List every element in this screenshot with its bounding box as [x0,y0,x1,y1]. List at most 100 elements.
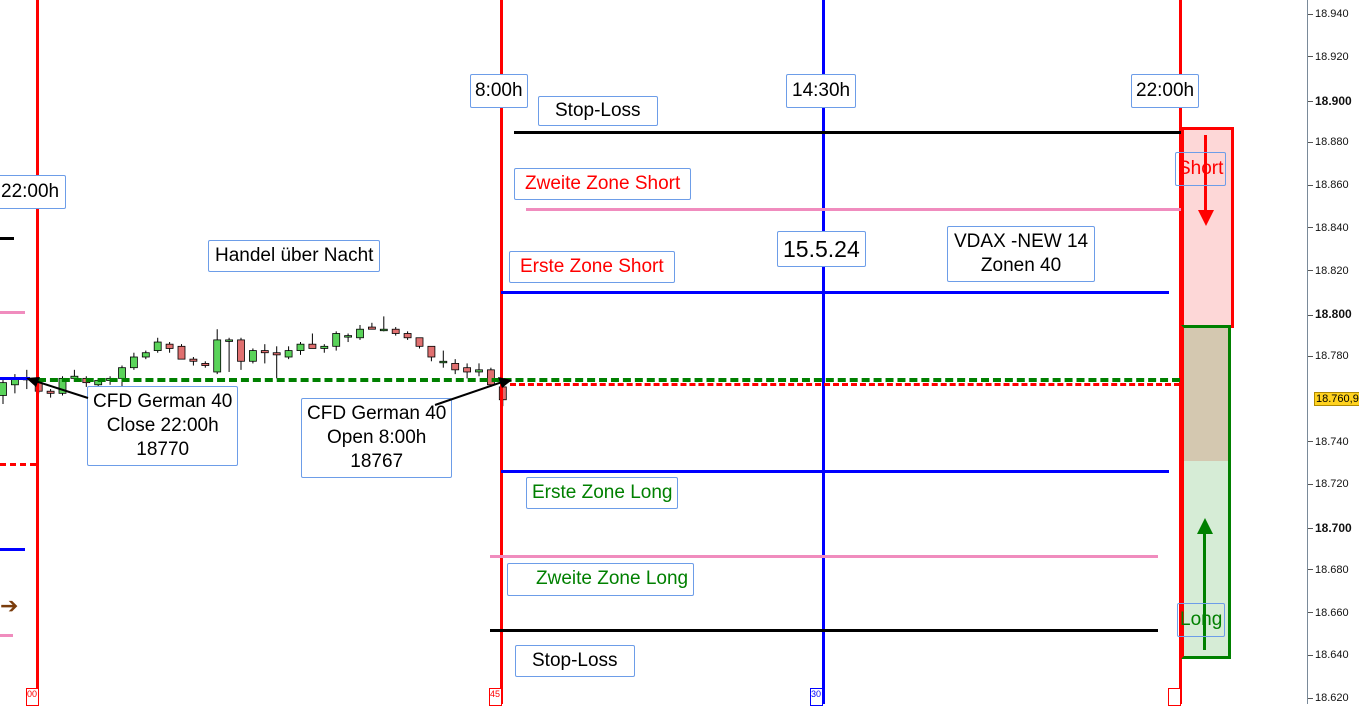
candle-body [344,335,353,338]
candle-body [439,360,448,364]
candle [237,337,245,370]
erste-zone-long-label: Erste Zone Long [526,477,679,509]
candle-body [201,363,210,366]
price-axis[interactable]: 18.940 18.920 18.900 18.880 18.860 18.840 18.8… [1307,0,1359,704]
candle-body [403,333,412,339]
vdax-line1: VDAX -NEW 14 [954,231,1089,252]
overnight-label: Handel über Nacht [208,240,381,272]
axis-tick-label: 18.880 [1308,136,1349,148]
axis-tick-label: 18.780 [1308,350,1349,362]
axis-tick-label: 18.920 [1308,51,1349,63]
candle [177,344,186,360]
neutral-zone-box [1181,325,1231,465]
axis-tick-label: 18.840 [1308,222,1349,234]
candle-body [213,339,222,373]
short-zone-box [1181,127,1234,328]
open-line1: CFD German 40 [307,403,447,424]
candle-body [415,337,424,347]
axis-tick-label: 18.660 [1308,607,1349,619]
candle [129,352,138,370]
stop-loss-top-label: Stop-Loss [538,96,658,126]
time-tag-2: 45 [489,688,502,706]
candle [213,329,222,375]
zweite-zone-short-line[interactable] [526,208,1196,211]
time-label-8h: 8:00h [470,74,528,108]
prev-blue-line [0,377,30,380]
axis-tick-label: 18.900 [1308,94,1352,108]
candle [332,331,341,351]
candle [260,344,269,364]
close-level-line[interactable] [38,378,1180,382]
open-line3: 18767 [350,451,404,472]
candle-body [237,339,245,362]
candle-body [248,350,257,362]
vdax-line2: Zonen 40 [980,255,1062,276]
zweite-zone-long-label: Zweite Zone Long [507,563,695,596]
candle-body [367,326,376,330]
candle [248,348,257,364]
candle [308,333,317,349]
long-arrow-icon [1203,530,1206,650]
time-label-22h: 22:00h [1131,74,1200,108]
candle-body [46,390,55,394]
zweite-zone-long-line[interactable] [490,555,1158,558]
candle-body [356,328,364,339]
candle-body [0,382,7,396]
candle [153,337,162,353]
candle-body [165,343,174,349]
session-line-8h [500,0,503,704]
stop-loss-top-line[interactable] [514,131,1181,134]
candle-body [141,352,150,358]
candle [320,344,329,353]
stop-loss-bottom-label: Stop-Loss [515,645,635,677]
open-level-line[interactable] [510,383,1180,386]
candle [403,331,412,340]
long-arrow-head [1197,518,1213,534]
candle [201,361,210,368]
candle [439,350,448,368]
time-label-22h-prev: 22:00h [0,175,67,209]
prev-pink-line [0,311,25,314]
close-line3: 18770 [136,439,190,460]
time-tag-1: 00 [26,688,39,706]
axis-tick-label: 18.940 [1308,8,1349,20]
zweite-zone-short-label: Zweite Zone Short [514,168,692,200]
time-tag-3: 30 [810,688,823,706]
session-line-1430h [822,0,825,704]
axis-tick-label: 18.720 [1308,478,1349,490]
stop-loss-bottom-line[interactable] [490,629,1158,632]
candle [284,346,293,360]
candle [463,363,472,379]
candle-body [427,345,436,358]
close-annotation: CFD German 40 Close 22:00h 18770 [87,386,239,466]
date-label: 15.5.24 [777,231,866,267]
candle-body [391,328,400,334]
candle [415,337,424,349]
short-arrow-head [1198,210,1214,226]
brown-arrow-icon: ➔ [0,593,19,618]
prev-stoploss-line [0,237,14,240]
current-price-tag: 18.760,9 [1314,392,1359,406]
long-zone-box [1181,461,1231,659]
prev-pink-line-2 [0,634,13,637]
candle [367,322,376,330]
open-line2: Open 8:00h [327,427,427,448]
candle [356,324,364,340]
candle [451,359,460,375]
candle-body [177,345,186,360]
candle [379,316,388,332]
open-annotation: CFD German 40 Open 8:00h 18767 [301,398,453,478]
candle [344,333,353,343]
candle [475,363,483,377]
time-tag-4 [1168,688,1181,706]
axis-tick-label: 18.860 [1308,179,1349,191]
long-label: Long [1177,603,1226,637]
candle-body [296,343,305,351]
candle-body [189,358,198,362]
candle [189,357,198,366]
candle [272,346,281,379]
session-line-22h-prev [36,0,39,704]
erste-zone-long-line[interactable] [501,470,1169,473]
erste-zone-short-line[interactable] [501,291,1169,294]
candle-body [332,333,341,347]
